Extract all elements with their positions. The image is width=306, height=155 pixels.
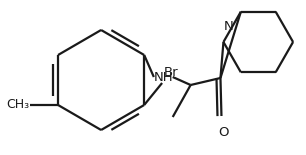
Text: O: O <box>218 126 229 139</box>
Text: N: N <box>223 20 233 33</box>
Text: NH: NH <box>154 71 174 84</box>
Text: CH₃: CH₃ <box>6 98 29 111</box>
Text: Br: Br <box>164 66 179 79</box>
